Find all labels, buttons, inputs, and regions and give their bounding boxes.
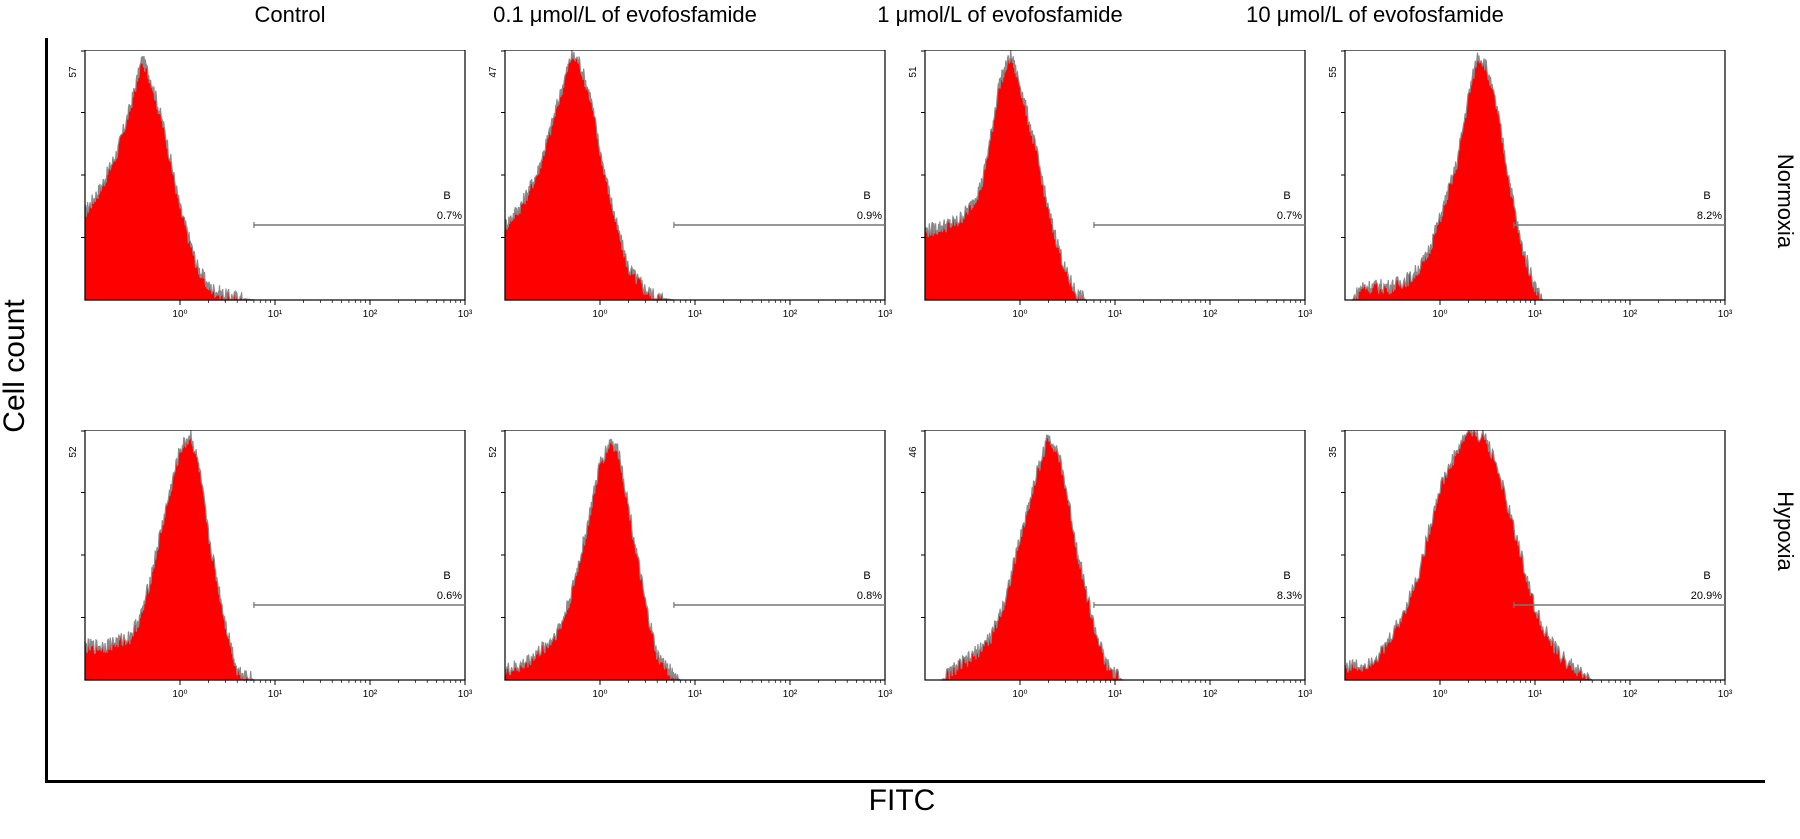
histogram-panel-hypoxia-0-1-umol: 52 10⁰ 10¹ 10² 10³ B 0.8% <box>488 430 893 700</box>
x-tick-label: 10⁰ <box>592 309 607 320</box>
gate-label: B <box>1283 190 1290 202</box>
x-tick-label: 10¹ <box>1528 689 1543 700</box>
y-axis-title: Cell count <box>0 299 31 433</box>
histogram-area <box>504 50 674 302</box>
column-title-0-1-umol: 0.1 μmol/L of evofosfamide <box>493 2 757 27</box>
gate-label: B <box>863 190 870 202</box>
histogram-panel-normoxia-1-umol: 51 10⁰ 10¹ 10² 10³ B 0.7% <box>908 50 1313 320</box>
y-max-label: 57 <box>68 66 79 78</box>
x-tick-label: 10⁰ <box>1432 689 1447 700</box>
x-tick-label: 10² <box>1623 689 1638 700</box>
x-tick-label: 10⁰ <box>172 309 187 320</box>
y-max-label: 52 <box>68 446 79 458</box>
x-tick-label: 10⁰ <box>1432 309 1447 320</box>
y-max-label: 51 <box>908 66 919 78</box>
y-max-label: 55 <box>1328 66 1339 78</box>
gate-percent: 0.9% <box>857 210 882 222</box>
x-tick-label: 10³ <box>458 309 473 320</box>
y-max-label: 52 <box>488 446 499 458</box>
x-tick-label: 10¹ <box>688 689 703 700</box>
histogram-area <box>84 430 256 682</box>
column-title-control: Control <box>254 2 326 27</box>
x-tick-label: 10¹ <box>1108 309 1123 320</box>
x-tick-label: 10¹ <box>268 309 283 320</box>
gate-label: B <box>443 570 450 582</box>
x-tick-label: 10² <box>1203 309 1218 320</box>
x-tick-label: 10² <box>783 689 798 700</box>
row-label-hypoxia: Hypoxia <box>1773 491 1798 571</box>
x-tick-label: 10³ <box>1718 309 1733 320</box>
x-tick-label: 10³ <box>1718 689 1733 700</box>
gate-percent: 8.2% <box>1697 210 1722 222</box>
histogram-area <box>1351 52 1544 301</box>
plot-frame <box>1344 50 1726 301</box>
gate-label: B <box>1703 190 1710 202</box>
plot-frame <box>924 430 1306 681</box>
gate-percent: 8.3% <box>1277 590 1302 602</box>
gate-percent: 0.6% <box>437 590 462 602</box>
histogram-panel-hypoxia-10-umol: 35 10⁰ 10¹ 10² 10³ B 20.9% <box>1328 430 1733 700</box>
gate-percent: 0.7% <box>437 210 462 222</box>
x-tick-label: 10² <box>1623 309 1638 320</box>
x-tick-label: 10¹ <box>268 689 283 700</box>
x-tick-label: 10⁰ <box>1012 689 1027 700</box>
x-tick-label: 10⁰ <box>172 689 187 700</box>
y-max-label: 47 <box>488 66 499 78</box>
x-tick-label: 10¹ <box>1528 309 1543 320</box>
y-max-label: 35 <box>1328 446 1339 458</box>
x-tick-label: 10³ <box>1298 309 1313 320</box>
histogram-panel-normoxia-0-1-umol: 47 10⁰ 10¹ 10² 10³ B 0.9% <box>488 50 893 320</box>
x-tick-label: 10⁰ <box>1012 309 1027 320</box>
histogram-panel-normoxia-10-umol: 55 10⁰ 10¹ 10² 10³ B 8.2% <box>1328 50 1733 320</box>
x-tick-label: 10³ <box>458 689 473 700</box>
gate-label: B <box>863 570 870 582</box>
x-tick-label: 10³ <box>878 309 893 320</box>
x-tick-label: 10² <box>1203 689 1218 700</box>
histogram-area <box>84 56 254 303</box>
row-label-normoxia: Normoxia <box>1773 153 1798 249</box>
histogram-panel-hypoxia-control: 52 10⁰ 10¹ 10² 10³ B 0.6% <box>68 430 473 700</box>
histogram-area <box>504 438 683 682</box>
column-title-10-umol: 10 μmol/L of evofosfamide <box>1246 2 1504 27</box>
x-tick-label: 10⁰ <box>592 689 607 700</box>
y-max-label: 46 <box>908 446 919 458</box>
gate-percent: 0.8% <box>857 590 882 602</box>
x-tick-label: 10² <box>783 309 798 320</box>
x-tick-label: 10² <box>363 689 378 700</box>
histogram-area <box>1344 430 1595 681</box>
x-tick-label: 10¹ <box>1108 689 1123 700</box>
outer-y-axis-line <box>45 38 48 783</box>
gate-label: B <box>1703 570 1710 582</box>
gate-percent: 0.7% <box>1277 210 1302 222</box>
x-axis-title: FITC <box>868 784 936 817</box>
column-title-1-umol: 1 μmol/L of evofosfamide <box>877 2 1123 27</box>
histogram-area <box>924 50 1087 303</box>
gate-percent: 20.9% <box>1691 590 1722 602</box>
gate-label: B <box>443 190 450 202</box>
x-tick-label: 10³ <box>1298 689 1313 700</box>
histogram-panel-normoxia-control: 57 10⁰ 10¹ 10² 10³ B 0.7% <box>68 50 473 320</box>
x-tick-label: 10³ <box>878 689 893 700</box>
gate-label: B <box>1283 570 1290 582</box>
histogram-panel-hypoxia-1-umol: 46 10⁰ 10¹ 10² 10³ B 8.3% <box>908 430 1313 700</box>
outer-x-axis-line <box>45 780 1765 783</box>
histogram-area <box>940 434 1125 682</box>
x-tick-label: 10¹ <box>688 309 703 320</box>
x-tick-label: 10² <box>363 309 378 320</box>
